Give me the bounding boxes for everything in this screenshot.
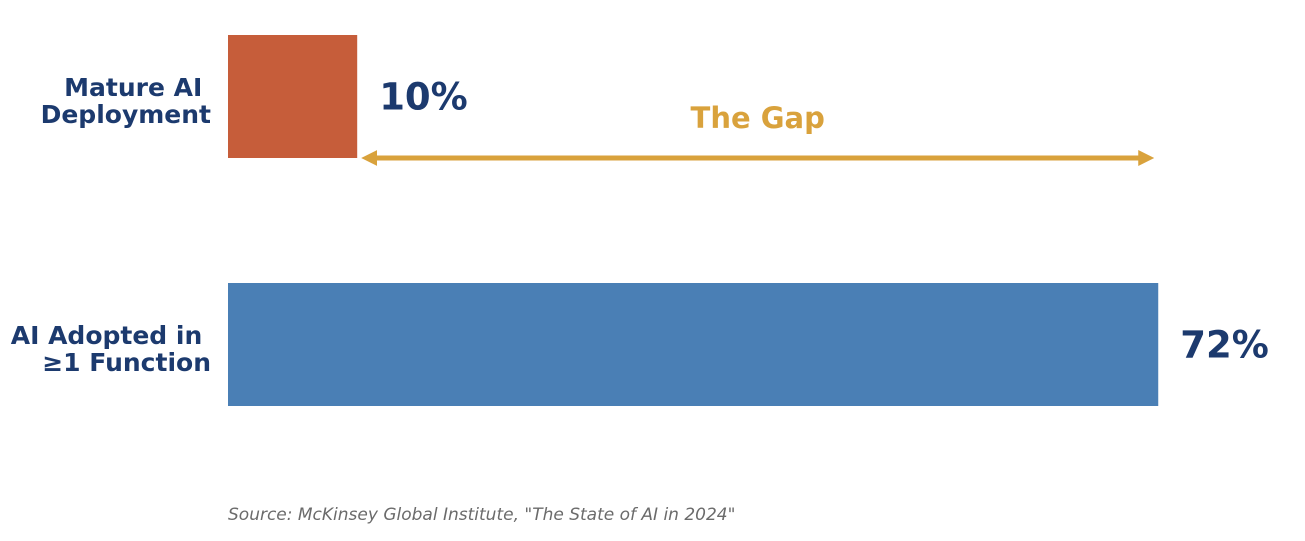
category-label-line: Mature AI — [64, 73, 202, 102]
category-label-ai-adopted: AI Adopted in ≥1 Function — [11, 321, 211, 377]
value-label-mature-ai-deployment: 10% — [379, 76, 468, 119]
source-note: Source: McKinsey Global Institute, "The … — [228, 505, 735, 525]
category-label-line: ≥1 Function — [42, 348, 211, 377]
gap-label: The Gap — [691, 101, 825, 135]
category-label-mature-ai-deployment: Mature AI Deployment — [41, 73, 211, 129]
bar-mature-ai-deployment — [228, 35, 358, 158]
bar-ai-adopted — [228, 283, 1159, 406]
category-label-line: AI Adopted in — [11, 321, 203, 350]
value-label-ai-adopted: 72% — [1180, 324, 1269, 367]
category-label-line: Deployment — [41, 100, 211, 129]
